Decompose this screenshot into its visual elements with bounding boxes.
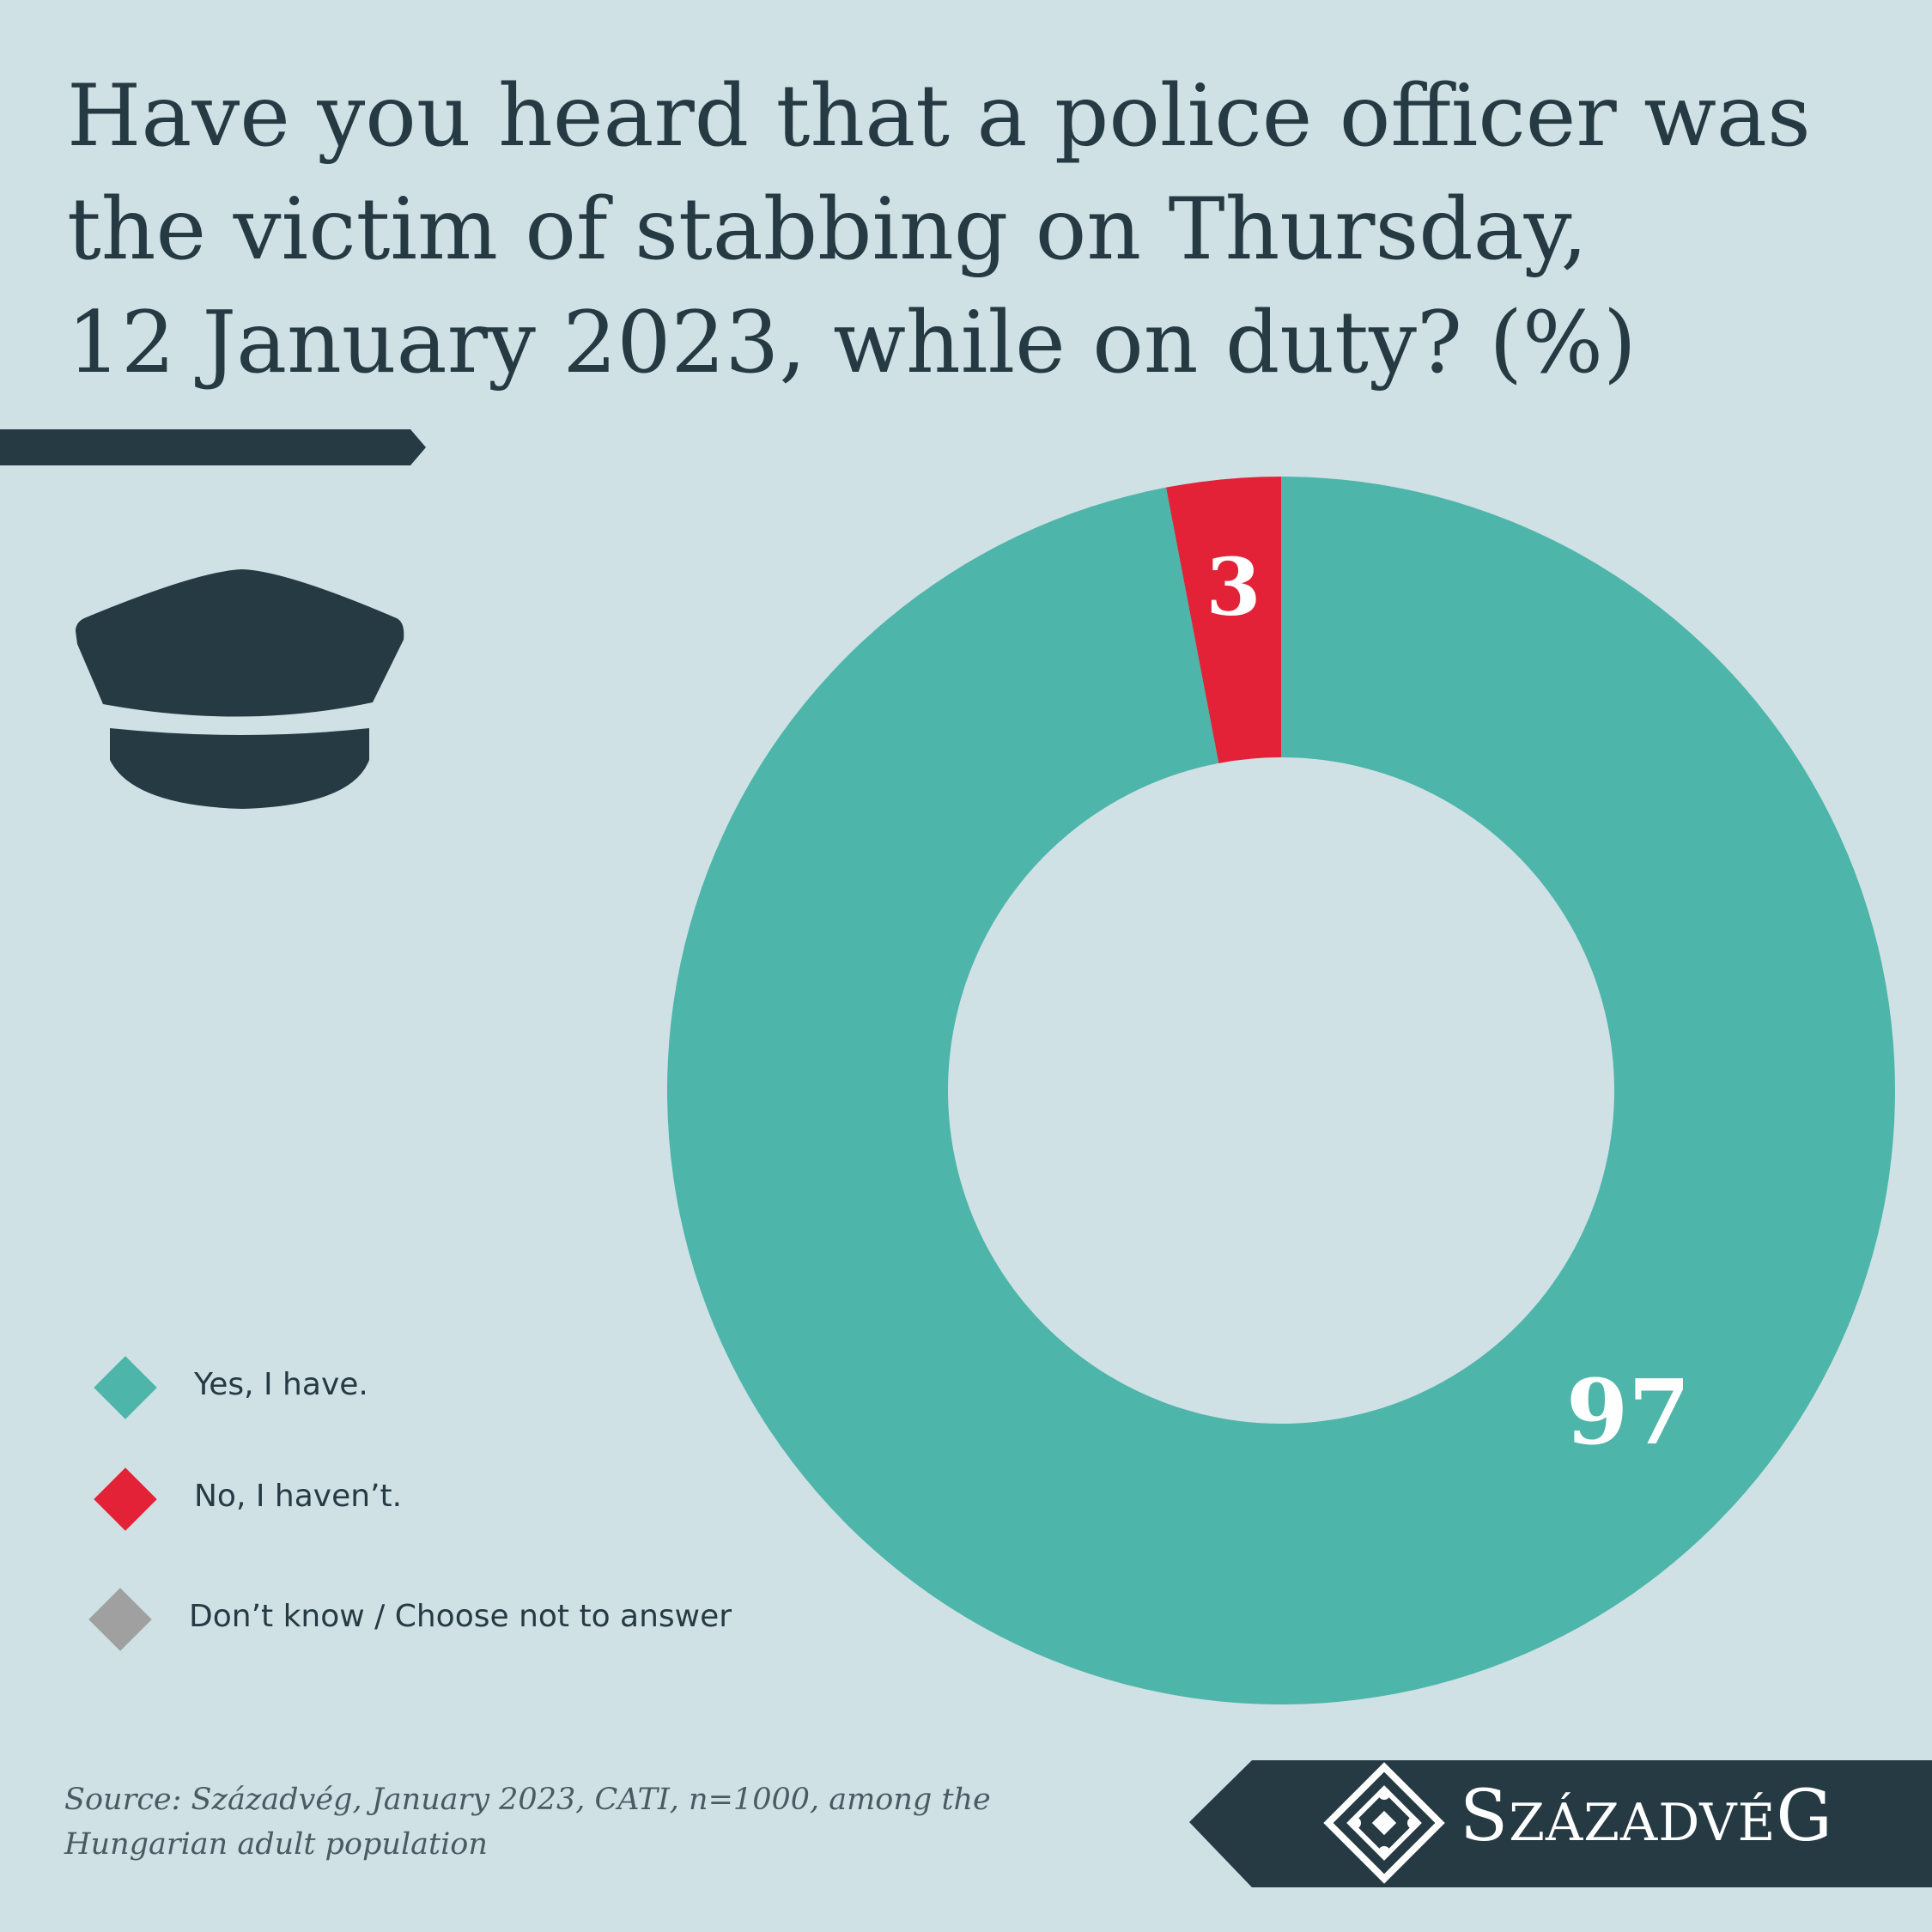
donut-slice-yes bbox=[667, 477, 1895, 1704]
brand-letters-middle: ZÁZADV bbox=[1509, 1793, 1738, 1853]
legend-label-yes: Yes, I have. bbox=[194, 1367, 368, 1402]
donut-chart bbox=[667, 477, 1895, 1704]
chart-title: Have you heard that a police officer was… bbox=[67, 60, 1887, 400]
source-note: Source: Századvég, January 2023, CATI, n… bbox=[64, 1777, 1095, 1867]
title-line-2: the victim of stabbing on Thursday, bbox=[67, 180, 1588, 279]
data-label-yes: 97 bbox=[1566, 1359, 1691, 1465]
title-line-3: 12 January 2023, while on duty? (%) bbox=[67, 294, 1637, 392]
police-cap-icon bbox=[76, 569, 404, 809]
brand-banner bbox=[1189, 1760, 1932, 1887]
legend-item-no: No, I haven’t. bbox=[86, 1467, 859, 1537]
accent-bar bbox=[0, 429, 426, 465]
legend-marker-dont-know bbox=[88, 1588, 152, 1651]
szazadveg-logo-icon bbox=[1323, 1762, 1445, 1884]
donut-slice-no bbox=[1166, 477, 1281, 763]
brand-letter-s: S bbox=[1460, 1776, 1510, 1857]
data-label-no: 3 bbox=[1206, 541, 1261, 634]
legend-item-dont-know: Don’t know / Choose not to answer bbox=[86, 1588, 859, 1657]
legend-label-no: No, I haven’t. bbox=[194, 1479, 403, 1514]
brand-wordmark: SZÁZADVÉG bbox=[1460, 1776, 1833, 1857]
legend-item-yes: Yes, I have. bbox=[86, 1356, 859, 1425]
title-line-1: Have you heard that a police officer was bbox=[67, 67, 1811, 166]
brand-letter-e: É bbox=[1737, 1793, 1777, 1853]
brand-letter-g: G bbox=[1776, 1776, 1833, 1857]
legend-marker-yes bbox=[94, 1356, 157, 1419]
source-line-2: Hungarian adult population bbox=[64, 1827, 488, 1862]
legend-marker-no bbox=[94, 1467, 157, 1531]
legend-label-dont-know: Don’t know / Choose not to answer bbox=[189, 1599, 732, 1634]
source-line-1: Source: Századvég, January 2023, CATI, n… bbox=[64, 1783, 991, 1817]
